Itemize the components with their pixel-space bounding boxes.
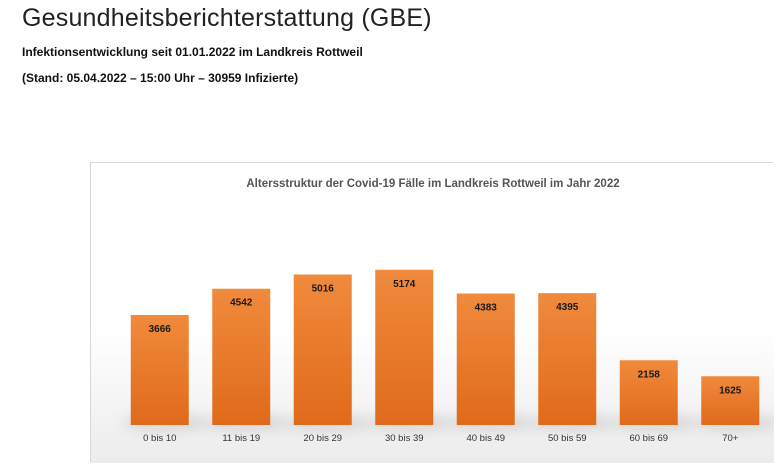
category-label: 0 bis 10 (143, 433, 176, 444)
bar-20-bis-29 (293, 274, 352, 425)
bar-70plus (701, 376, 760, 425)
bar-30-bis-39 (375, 269, 434, 425)
age-structure-chart: Altersstruktur der Covid-19 Fälle im Lan… (90, 162, 774, 463)
data-label: 3666 (149, 324, 172, 335)
bar-11-bis-19 (212, 288, 271, 425)
category-label: 50 bis 59 (548, 433, 587, 444)
data-label: 5016 (312, 284, 335, 295)
category-label: 60 bis 69 (629, 433, 668, 444)
data-label: 4383 (475, 303, 498, 314)
data-label: 2158 (638, 369, 661, 380)
category-label: 40 bis 49 (466, 433, 505, 444)
chart-title: Altersstruktur der Covid-19 Fälle im Lan… (246, 178, 619, 190)
bars-layer (122, 269, 774, 432)
labels-layer: 3666 0 bis 10 4542 11 bis 19 5016 20 bis 29 51… (143, 279, 742, 444)
status-line: (Stand: 05.04.2022 – 15:00 Uhr – 30959 I… (22, 71, 299, 85)
category-label: 11 bis 19 (222, 433, 260, 444)
bar-40-bis-49 (456, 293, 515, 425)
bar-0-bis-10 (130, 315, 189, 425)
data-label: 5174 (393, 279, 416, 290)
category-label: 30 bis 39 (385, 433, 424, 444)
chart-canvas: Altersstruktur der Covid-19 Fälle im Lan… (91, 163, 774, 463)
data-label: 4395 (556, 302, 579, 313)
category-label: 70+ (722, 433, 739, 444)
data-label: 4542 (230, 298, 253, 309)
category-label: 20 bis 29 (303, 433, 342, 444)
bar-50-bis-59 (538, 293, 597, 425)
page-title: Gesundheitsberichterstattung (GBE) (22, 4, 432, 32)
bar-60-bis-69 (619, 360, 678, 425)
data-label: 1625 (719, 385, 742, 396)
page-subtitle: Infektionsentwicklung seit 01.01.2022 im… (22, 45, 363, 59)
